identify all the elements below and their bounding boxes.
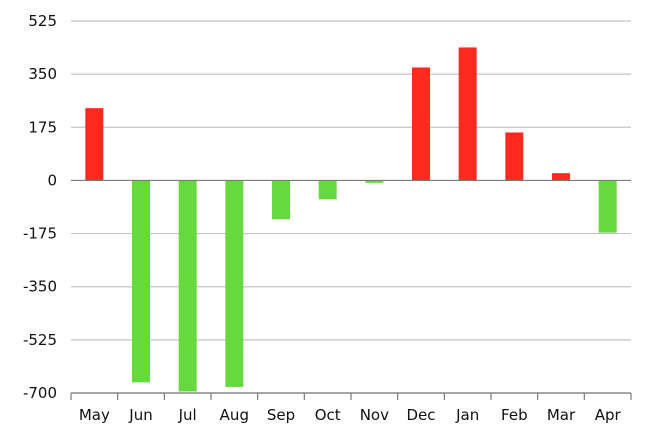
x-tick-label: Oct — [315, 406, 341, 424]
bar-nov — [365, 180, 384, 183]
x-tick-label: May — [79, 406, 110, 424]
x-tick-labels: May Jun Jul Aug Sep Oct Nov Dec Jan Feb Mar Apr — [79, 406, 622, 424]
y-tick-label: -350 — [23, 278, 57, 296]
bar-dec — [412, 67, 430, 181]
bar-apr — [598, 180, 617, 233]
y-tick-label: -525 — [23, 331, 57, 349]
x-axis — [70, 179, 632, 400]
x-tick-label: Feb — [501, 406, 528, 424]
bar-aug — [225, 180, 244, 387]
y-tick-label: -700 — [23, 384, 57, 402]
x-tick-label: Mar — [547, 406, 576, 424]
bar-jul — [178, 180, 197, 392]
x-tick-label: Apr — [595, 406, 622, 424]
bar-sep — [272, 180, 290, 220]
x-tick-label: Nov — [360, 406, 389, 424]
x-tick-label: Sep — [267, 406, 295, 424]
bar-mar — [552, 173, 570, 181]
y-tick-label: 175 — [28, 118, 57, 136]
gridlines — [71, 20, 631, 394]
x-tick-label: Jan — [455, 406, 479, 424]
bars — [85, 47, 617, 392]
y-tick-label: 525 — [28, 12, 57, 30]
x-tick-label: Aug — [220, 406, 249, 424]
bar-feb — [505, 132, 524, 181]
bar-may — [85, 108, 104, 181]
bar-jun — [132, 180, 150, 383]
bar-oct — [318, 180, 337, 200]
y-tick-label: 350 — [28, 65, 57, 83]
bar-jan — [458, 47, 477, 181]
y-tick-labels: 525 350 175 0 -175 -350 -525 -700 — [23, 12, 57, 402]
x-tick-label: Dec — [406, 406, 435, 424]
y-tick-label: -175 — [23, 225, 57, 243]
y-tick-label: 0 — [47, 171, 57, 189]
x-tick-label: Jun — [128, 406, 152, 424]
x-tick-label: Jul — [178, 406, 197, 424]
